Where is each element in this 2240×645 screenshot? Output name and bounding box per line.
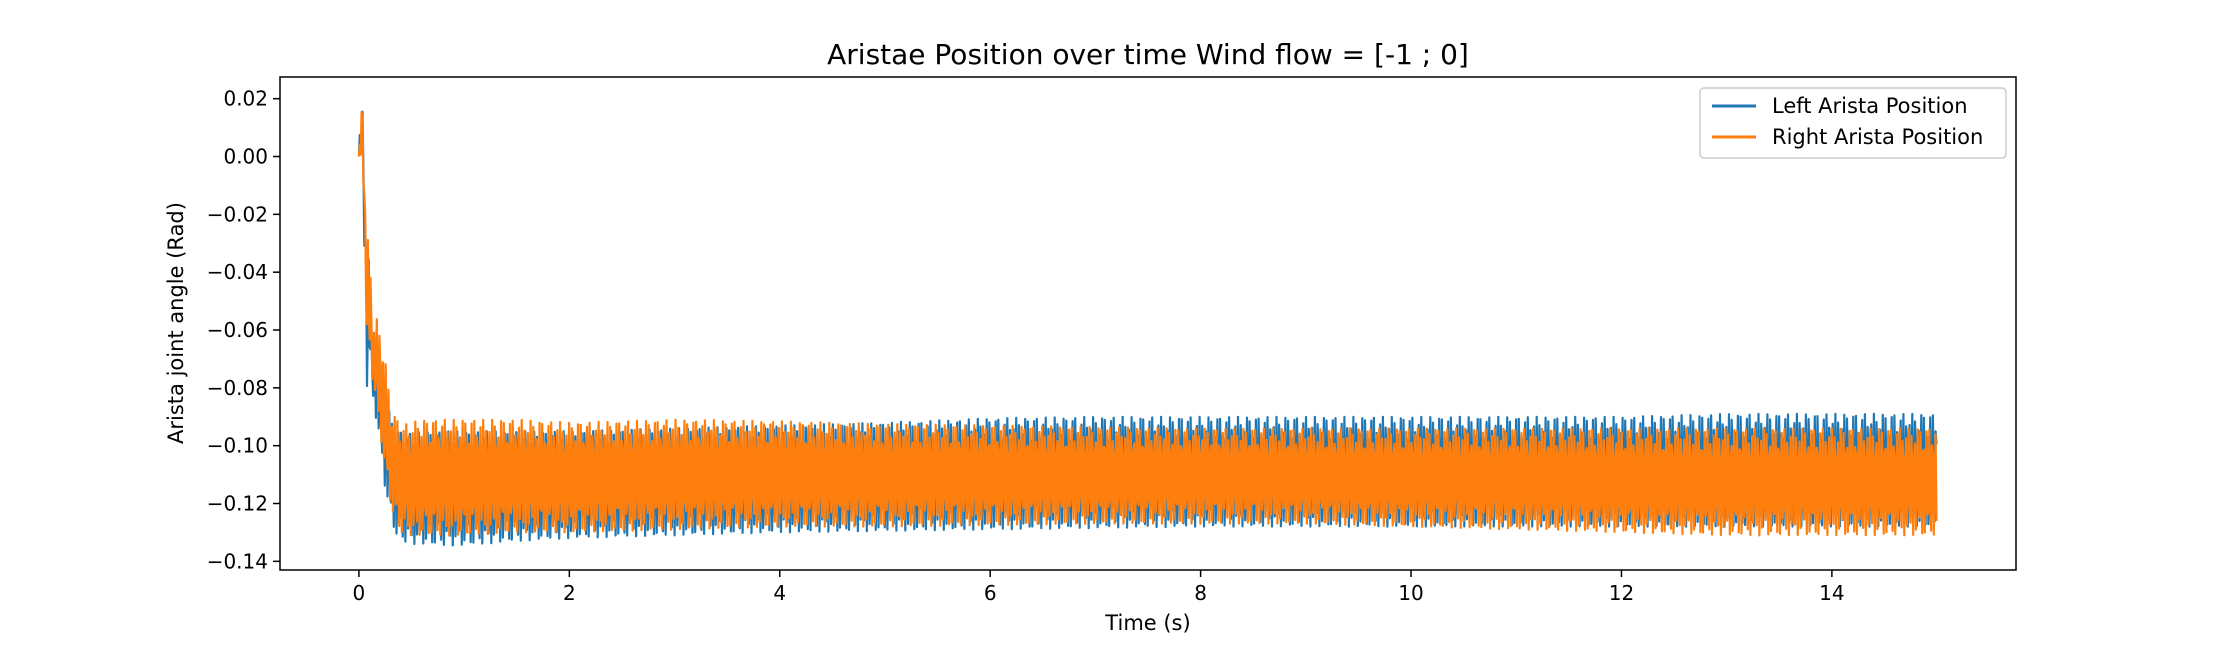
x-tick-label: 8 (1194, 581, 1207, 605)
y-axis-label: Arista joint angle (Rad) (164, 202, 188, 444)
series-right-arista (357, 110, 1938, 537)
x-tick-label: 6 (984, 581, 997, 605)
x-axis-ticks: 0 2 4 6 8 10 12 14 (353, 570, 1845, 605)
y-tick-label: −0.12 (207, 491, 268, 515)
axes-frame (279, 76, 2017, 571)
x-tick-label: 12 (1609, 581, 1634, 605)
x-tick-label: 4 (773, 581, 786, 605)
line-right-arista-position (357, 110, 1938, 537)
y-tick-label: −0.04 (207, 260, 268, 284)
y-tick-label: −0.14 (207, 549, 268, 573)
y-axis-ticks: 0.02 0.00 −0.02 −0.04 −0.06 −0.08 −0.10 −0.12 −0… (207, 87, 280, 573)
legend-label-left: Left Arista Position (1772, 94, 1968, 118)
legend: Left Arista Position Right Arista Positi… (1699, 87, 2007, 159)
chart-title: Aristae Position over time Wind flow = [… (827, 38, 1469, 71)
y-tick-label: 0.00 (223, 145, 268, 169)
x-tick-label: 2 (563, 581, 576, 605)
x-tick-label: 10 (1398, 581, 1423, 605)
y-tick-label: −0.06 (207, 318, 268, 342)
y-tick-label: 0.02 (223, 87, 268, 111)
x-tick-label: 14 (1819, 581, 1844, 605)
legend-label-right: Right Arista Position (1772, 125, 1983, 149)
plot-area (279, 76, 2017, 571)
x-tick-label: 0 (353, 581, 366, 605)
legend-box (1699, 87, 2007, 159)
y-tick-label: −0.10 (207, 434, 268, 458)
y-tick-label: −0.08 (207, 376, 268, 400)
y-tick-label: −0.02 (207, 202, 268, 226)
x-axis-label: Time (s) (1104, 611, 1190, 635)
